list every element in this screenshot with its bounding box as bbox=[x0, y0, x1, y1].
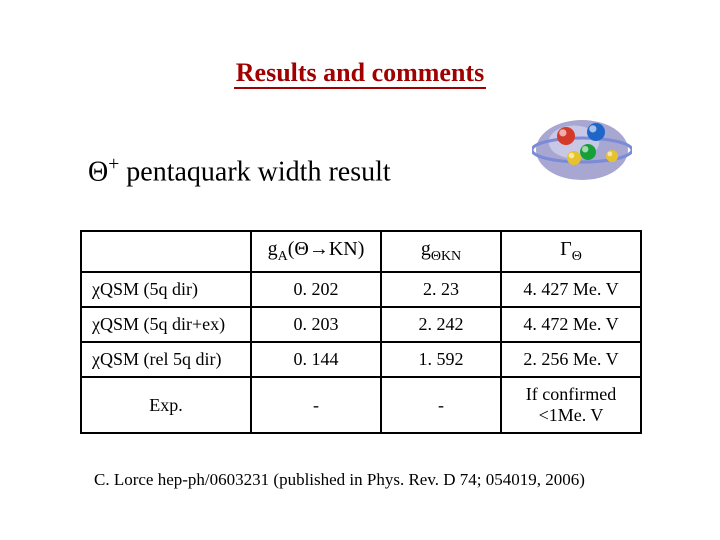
cell: 4. 427 Me. V bbox=[501, 272, 641, 307]
cell: If confirmed <1Me. V bbox=[501, 377, 641, 433]
table-row: χQSM (5q dir+ex)0. 2032. 2424. 472 Me. V bbox=[81, 307, 641, 342]
page-title: Results and comments bbox=[0, 0, 720, 92]
cell: 2. 242 bbox=[381, 307, 501, 342]
table-row: Exp.--If confirmed <1Me. V bbox=[81, 377, 641, 433]
column-header: ΓΘ bbox=[501, 231, 641, 272]
cell: 4. 472 Me. V bbox=[501, 307, 641, 342]
column-header: gΘKN bbox=[381, 231, 501, 272]
cell: 1. 592 bbox=[381, 342, 501, 377]
results-table-container: gA(Θ→KN)gΘKNΓΘ χQSM (5q dir)0. 2022. 234… bbox=[80, 230, 640, 434]
cell: 2. 23 bbox=[381, 272, 501, 307]
cell: 2. 256 Me. V bbox=[501, 342, 641, 377]
column-header: gA(Θ→KN) bbox=[251, 231, 381, 272]
table-body: χQSM (5q dir)0. 2022. 234. 427 Me. VχQSM… bbox=[81, 272, 641, 433]
table-row: χQSM (rel 5q dir)0. 1441. 5922. 256 Me. … bbox=[81, 342, 641, 377]
cell: 0. 202 bbox=[251, 272, 381, 307]
row-label: Exp. bbox=[81, 377, 251, 433]
cell: - bbox=[251, 377, 381, 433]
results-table: gA(Θ→KN)gΘKNΓΘ χQSM (5q dir)0. 2022. 234… bbox=[80, 230, 642, 434]
table-header-row: gA(Θ→KN)gΘKNΓΘ bbox=[81, 231, 641, 272]
page-title-text: Results and comments bbox=[234, 58, 486, 89]
pentaquark-illustration bbox=[532, 110, 632, 195]
column-header bbox=[81, 231, 251, 272]
subtitle: Θ+ pentaquark width result bbox=[88, 154, 391, 188]
cell: - bbox=[381, 377, 501, 433]
cell: 0. 203 bbox=[251, 307, 381, 342]
citation: C. Lorce hep-ph/0603231 (published in Ph… bbox=[94, 470, 640, 490]
table-row: χQSM (5q dir)0. 2022. 234. 427 Me. V bbox=[81, 272, 641, 307]
cell: 0. 144 bbox=[251, 342, 381, 377]
row-label: χQSM (rel 5q dir) bbox=[81, 342, 251, 377]
row-label: χQSM (5q dir) bbox=[81, 272, 251, 307]
row-label: χQSM (5q dir+ex) bbox=[81, 307, 251, 342]
